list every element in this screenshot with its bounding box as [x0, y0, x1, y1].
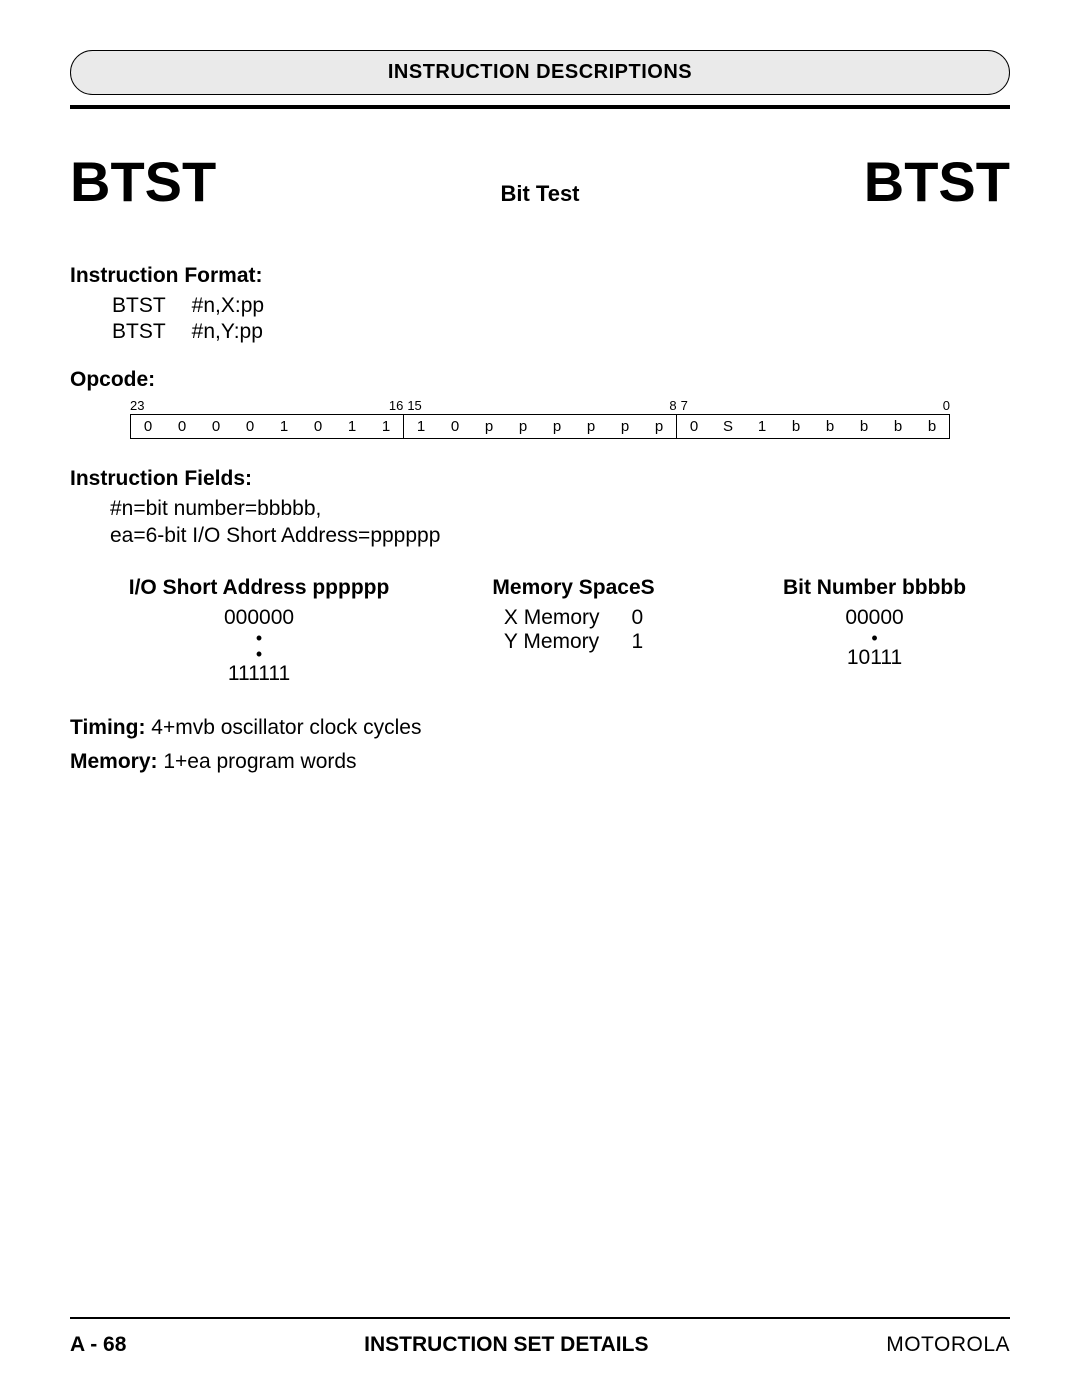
fields-line: #n=bit number=bbbbb,: [110, 495, 1010, 522]
mem-val: 0: [632, 606, 644, 630]
footer-rule: [70, 1317, 1010, 1320]
dot-icon: •: [256, 646, 262, 662]
opcode-bit: p: [506, 415, 540, 438]
opcode-byte: 0 S 1 b b b b b: [676, 415, 949, 438]
opcode-label: Opcode:: [70, 368, 1010, 392]
bit-index-seg: 7 0: [677, 398, 950, 413]
bit-index: 8: [669, 398, 676, 413]
opcode-bit: S: [711, 415, 745, 438]
opcode-bit: 0: [301, 415, 335, 438]
table-row: BTST #n,X:pp: [112, 294, 288, 318]
bit-top: 00000: [845, 606, 903, 630]
opcode-bit: 1: [267, 415, 301, 438]
mem-name: Y Memory: [504, 630, 600, 654]
opcode-bit: 0: [677, 415, 711, 438]
top-rule: [70, 105, 1010, 109]
footer-title: INSTRUCTION SET DETAILS: [364, 1333, 648, 1357]
opcode-bit: b: [779, 415, 813, 438]
instruction-fields-label: Instruction Fields:: [70, 467, 1010, 491]
instruction-format-table: BTST #n,X:pp BTST #n,Y:pp: [110, 292, 290, 346]
instruction-fields-body: #n=bit number=bbbbb, ea=6-bit I/O Short …: [110, 495, 1010, 550]
bit-index: 0: [943, 398, 950, 413]
bit-header: Bit Number bbbbb: [783, 576, 966, 600]
instruction-format-section: Instruction Format: BTST #n,X:pp BTST #n…: [70, 264, 1010, 368]
opcode-bit: p: [574, 415, 608, 438]
opcode-bit: 0: [438, 415, 472, 438]
memory-label: Memory:: [70, 750, 158, 773]
memory-text: 1+ea program words: [158, 750, 357, 773]
bit-bottom: 10111: [847, 646, 902, 670]
table-row: BTST #n,Y:pp: [112, 320, 288, 344]
opcode-bit: b: [915, 415, 949, 438]
mem-name: X Memory: [504, 606, 600, 630]
opcode-bit: 0: [233, 415, 267, 438]
columns-section: I/O Short Address pppppp 000000 • • 1111…: [110, 576, 1010, 686]
opcode-bit: p: [608, 415, 642, 438]
mem-column: Memory SpaceS X Memory Y Memory 0 1: [438, 576, 709, 686]
opcode-bit: 1: [745, 415, 779, 438]
dot-icon: •: [871, 630, 877, 646]
opcode-bit-indices: 23 16 15 8 7 0: [130, 398, 950, 413]
fmt-op: BTST: [112, 294, 190, 318]
instruction-fields-section: Instruction Fields: #n=bit number=bbbbb,…: [70, 467, 1010, 550]
bit-index-seg: 15 8: [403, 398, 676, 413]
header-title: INSTRUCTION DESCRIPTIONS: [388, 61, 692, 83]
opcode-row: 0 0 0 0 1 0 1 1 1 0 p p p p p p 0 S: [130, 414, 950, 439]
fmt-op: BTST: [112, 320, 190, 344]
opcode-bit: p: [472, 415, 506, 438]
opcode-bit: 1: [369, 415, 403, 438]
spacer: [70, 784, 1010, 1317]
mnemonic-left: BTST: [70, 149, 216, 214]
opcode-bit: 0: [199, 415, 233, 438]
opcode-wrap: 23 16 15 8 7 0 0 0 0 0 1 0 1 1: [130, 398, 950, 439]
mem-inner: X Memory Y Memory 0 1: [504, 606, 643, 654]
opcode-bit: 0: [165, 415, 199, 438]
mem-header: Memory SpaceS: [492, 576, 654, 600]
opcode-byte: 1 0 p p p p p p: [403, 415, 676, 438]
fmt-arg: #n,Y:pp: [192, 320, 288, 344]
opcode-bit: b: [881, 415, 915, 438]
footer-page-number: A - 68: [70, 1333, 126, 1357]
instruction-format-label: Instruction Format:: [70, 264, 1010, 288]
bit-index-seg: 23 16: [130, 398, 403, 413]
addr-bottom: 111111: [228, 662, 290, 686]
memory-line: Memory: 1+ea program words: [70, 750, 1010, 774]
footer-brand: MOTOROLA: [886, 1333, 1010, 1357]
title-row: BTST Bit Test BTST: [70, 149, 1010, 214]
opcode-bit: 0: [131, 415, 165, 438]
mnemonic-desc: Bit Test: [500, 181, 579, 207]
bit-column: Bit Number bbbbb 00000 • 10111: [739, 576, 1010, 686]
mem-val: 1: [632, 630, 644, 654]
bit-index: 23: [130, 398, 144, 413]
addr-column: I/O Short Address pppppp 000000 • • 1111…: [110, 576, 408, 686]
opcode-bit: b: [847, 415, 881, 438]
footer-row: A - 68 INSTRUCTION SET DETAILS MOTOROLA: [70, 1333, 1010, 1357]
mnemonic-right: BTST: [864, 149, 1010, 214]
opcode-bit: p: [642, 415, 676, 438]
opcode-bit: b: [813, 415, 847, 438]
timing-text: 4+mvb oscillator clock cycles: [145, 716, 421, 739]
opcode-section: Opcode: 23 16 15 8 7 0 0 0 0 0 1 0: [70, 368, 1010, 439]
header-title-box: INSTRUCTION DESCRIPTIONS: [70, 50, 1010, 95]
opcode-bit: 1: [404, 415, 438, 438]
addr-header: I/O Short Address pppppp: [129, 576, 390, 600]
timing-line: Timing: 4+mvb oscillator clock cycles: [70, 716, 1010, 740]
opcode-bit: p: [540, 415, 574, 438]
bit-index: 15: [407, 398, 421, 413]
fields-line: ea=6-bit I/O Short Address=pppppp: [110, 522, 1010, 549]
opcode-byte: 0 0 0 0 1 0 1 1: [131, 415, 403, 438]
addr-top: 000000: [224, 606, 294, 630]
bit-index: 16: [389, 398, 403, 413]
timing-label: Timing:: [70, 716, 145, 739]
fmt-arg: #n,X:pp: [192, 294, 288, 318]
bit-index: 7: [681, 398, 688, 413]
opcode-bit: 1: [335, 415, 369, 438]
